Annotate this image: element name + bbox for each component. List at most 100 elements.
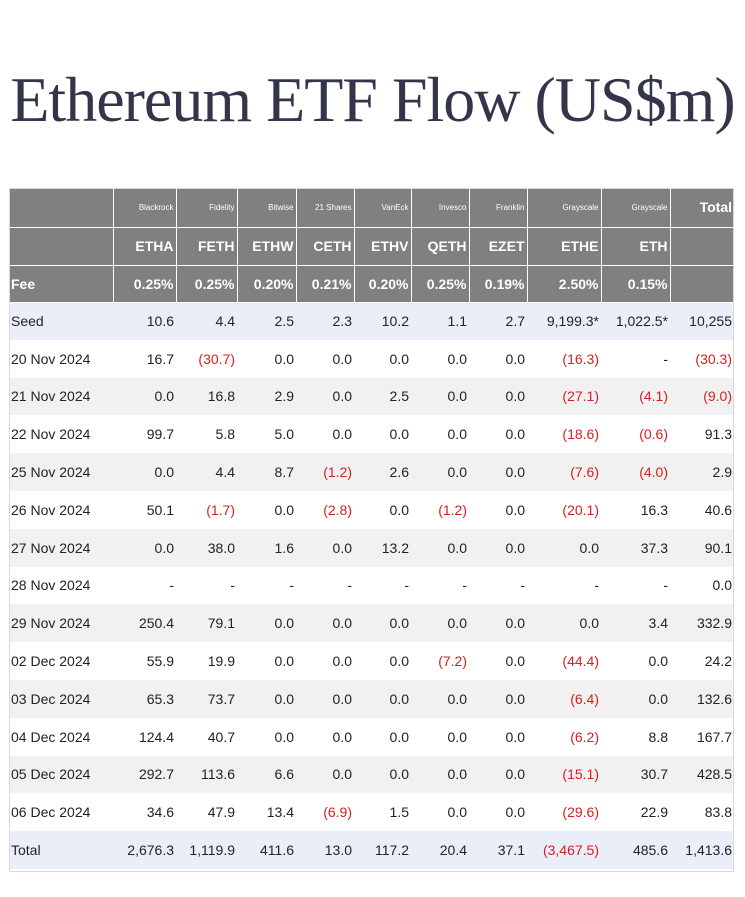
issuer-header: 21 Shares xyxy=(296,188,355,228)
table-cell: 5.8 xyxy=(176,415,237,454)
issuer-header: Fidelity xyxy=(176,188,238,228)
fee-value: 0.15% xyxy=(601,265,671,303)
table-cell: 0.0 xyxy=(296,415,354,454)
table-cell: 132.6 xyxy=(670,679,734,718)
table-cell: 73.7 xyxy=(176,679,237,718)
issuer-header-row: Blackrock Fidelity Bitwise 21 Shares VanEck I… xyxy=(9,188,734,228)
table-cell: (6.4) xyxy=(527,679,601,718)
table-cell: 79.1 xyxy=(176,604,237,643)
table-cell: 1.1 xyxy=(411,302,469,340)
row-label: 20 Nov 2024 xyxy=(9,339,113,378)
table-cell: 0.0 xyxy=(354,604,411,643)
table-row: 28 Nov 2024- - - - - - - - -0.0 xyxy=(9,566,734,605)
table-cell: 0.0 xyxy=(411,793,469,832)
fee-value: 0.19% xyxy=(469,265,528,303)
table-cell: 0.0 xyxy=(296,604,354,643)
issuer-header: Grayscale xyxy=(527,188,602,228)
table-cell: 0.0 xyxy=(601,679,670,718)
table-cell: 0.0 xyxy=(411,755,469,794)
issuer-header: Blackrock xyxy=(113,188,177,228)
table-cell: 332.9 xyxy=(670,604,734,643)
table-cell: 65.3 xyxy=(113,679,176,718)
table-cell: 0.0 xyxy=(601,642,670,680)
table-cell: 91.3 xyxy=(670,415,734,454)
ticker-header: QETH xyxy=(411,227,470,266)
row-label: Seed xyxy=(9,302,113,340)
table-cell: - xyxy=(113,566,176,605)
table-cell: 1,022.5* xyxy=(601,302,670,340)
table-cell: (18.6) xyxy=(527,415,601,454)
row-label: 04 Dec 2024 xyxy=(9,717,113,756)
table-cell: 34.6 xyxy=(113,793,176,832)
table-cell: 19.9 xyxy=(176,642,237,680)
ticker-header: ETHV xyxy=(354,227,412,266)
table-cell: 0.0 xyxy=(113,528,176,567)
table-cell: 167.7 xyxy=(670,717,734,756)
table-cell: 0.0 xyxy=(237,490,296,529)
table-cell: 40.7 xyxy=(176,717,237,756)
table-row: 02 Dec 2024 55.9 19.9 0.0 0.0 0.0 (7.2) 0.0 (44.… xyxy=(9,642,734,680)
issuer-header: Bitwise xyxy=(237,188,297,228)
row-label: 03 Dec 2024 xyxy=(9,679,113,718)
table-row: Total 2,676.3 1,119.9 411.6 13.0 117.2 20.4 37.… xyxy=(9,831,734,869)
table-cell: 2.3 xyxy=(296,302,354,340)
table-cell: 292.7 xyxy=(113,755,176,794)
table-cell: (2.8) xyxy=(296,490,354,529)
table-cell: (30.3) xyxy=(670,339,734,378)
fee-value: 0.20% xyxy=(354,265,412,303)
table-cell: (0.6) xyxy=(601,415,670,454)
header-corner xyxy=(9,188,114,228)
ticker-header: CETH xyxy=(296,227,355,266)
table-cell: 0.0 xyxy=(237,679,296,718)
table-cell: 40.6 xyxy=(670,490,734,529)
table-cell: 0.0 xyxy=(411,604,469,643)
table-row: 05 Dec 2024 292.7 113.6 6.6 0.0 0.0 0.0 0.0 (15.… xyxy=(9,755,734,794)
table-cell: 16.3 xyxy=(601,490,670,529)
table-cell: 83.8 xyxy=(670,793,734,832)
table-cell: 2.6 xyxy=(354,453,411,491)
table-cell: (7.2) xyxy=(411,642,469,680)
table-cell: (6.2) xyxy=(527,717,601,756)
table-cell: 99.7 xyxy=(113,415,176,454)
table-cell: 0.0 xyxy=(469,717,527,756)
table-cell: 0.0 xyxy=(411,339,469,378)
table-cell: - xyxy=(469,566,527,605)
table-cell: (6.9) xyxy=(296,793,354,832)
table-cell: 90.1 xyxy=(670,528,734,567)
table-cell: (7.6) xyxy=(527,453,601,491)
table-cell: 2.5 xyxy=(237,302,296,340)
row-label: Total xyxy=(9,831,113,869)
table-cell: 428.5 xyxy=(670,755,734,794)
table-cell: (1.7) xyxy=(176,490,237,529)
row-label: 27 Nov 2024 xyxy=(9,528,113,567)
table-cell: 47.9 xyxy=(176,793,237,832)
table-cell: 0.0 xyxy=(527,528,601,567)
table-cell: (20.1) xyxy=(527,490,601,529)
ticker-header-row: ETHA FETH ETHW CETH ETHV QETH EZET ETHE ETH xyxy=(9,227,734,266)
table-cell: 0.0 xyxy=(296,377,354,416)
table-cell: - xyxy=(527,566,601,605)
table-cell: 0.0 xyxy=(670,566,734,605)
table-cell: 37.1 xyxy=(469,831,527,869)
table-cell: - xyxy=(601,339,670,378)
table-cell: 20.4 xyxy=(411,831,469,869)
table-cell: 13.2 xyxy=(354,528,411,567)
table-cell: 0.0 xyxy=(237,604,296,643)
table-cell: 13.0 xyxy=(296,831,354,869)
table-row: 22 Nov 2024 99.7 5.8 5.0 0.0 0.0 0.0 0.0 (18.6)(… xyxy=(9,415,734,454)
table-cell: 0.0 xyxy=(411,528,469,567)
table-cell: 30.7 xyxy=(601,755,670,794)
fee-value: 0.25% xyxy=(113,265,177,303)
table-row: Seed 10.6 4.4 2.5 2.3 10.2 1.1 2.7 9,199.3* 1,022… xyxy=(9,302,734,340)
table-cell: (44.4) xyxy=(527,642,601,680)
table-cell: 1.5 xyxy=(354,793,411,832)
table-cell: 6.6 xyxy=(237,755,296,794)
table-cell: (16.3) xyxy=(527,339,601,378)
table-cell: - xyxy=(176,566,237,605)
row-label: 21 Nov 2024 xyxy=(9,377,113,416)
table-cell: 8.8 xyxy=(601,717,670,756)
table-cell: 5.0 xyxy=(237,415,296,454)
ticker-header: ETHW xyxy=(237,227,297,266)
table-cell: 0.0 xyxy=(469,793,527,832)
table-cell: 0.0 xyxy=(469,415,527,454)
